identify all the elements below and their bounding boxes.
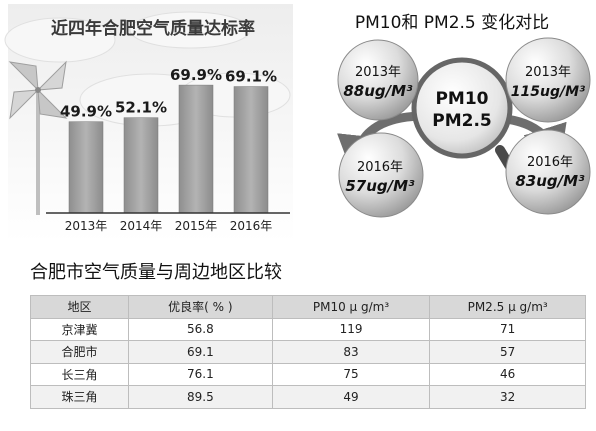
- center-label-pm10: PM10: [435, 89, 488, 109]
- table-row: 珠三角 89.5 49 32: [29, 385, 586, 409]
- bubble-value: 83ug/M³: [515, 172, 585, 190]
- bubble-year: 2013年: [355, 65, 401, 80]
- table-cell: 76.1: [128, 362, 273, 386]
- bar-value-label: 52.1%: [115, 99, 167, 117]
- column-header-pm10: PM10 μ g/m³: [271, 295, 431, 319]
- bubble-year: 2013年: [525, 65, 571, 80]
- bar-value-label: 69.9%: [170, 66, 222, 84]
- table-cell: 119: [271, 317, 431, 341]
- table-row: 京津冀 56.8 119 71: [29, 317, 586, 341]
- bar-value-label: 69.1%: [225, 68, 277, 86]
- column-header-good-rate: 优良率( % ): [128, 295, 273, 319]
- table-cell: 83: [271, 340, 431, 364]
- bar-series: 49.9% 2013年 52.1% 2014年 69.9% 2015年 69.1% 2016年: [60, 66, 277, 233]
- table-cell: 57: [429, 340, 586, 364]
- bubble-value: 115ug/M³: [511, 84, 585, 100]
- pm-infographic-title: PM10和 PM2.5 变化对比: [355, 13, 549, 33]
- magnifier-icon: [411, 57, 537, 208]
- bar-chart-title: 近四年合肥空气质量达标率: [51, 18, 255, 39]
- bubble-pm25-2013: 2013年 115ug/M³: [505, 37, 591, 123]
- table-cell: 珠三角: [29, 385, 130, 409]
- bubble-value: 88ug/M³: [343, 82, 413, 100]
- table-row: 合肥市 69.1 83 57: [29, 340, 586, 364]
- bubble-pm10-2016: 2016年 57ug/M³: [338, 132, 424, 218]
- comparison-table: 地区 优良率( % ) PM10 μ g/m³ PM2.5 μ g/m³ 京津冀…: [29, 295, 586, 409]
- table-cell: 75: [271, 362, 431, 386]
- table-row: 长三角 76.1 75 46: [29, 362, 586, 386]
- table-cell: 长三角: [29, 362, 130, 386]
- pinwheel-icon: [8, 60, 68, 215]
- pm-infographic-panel: PM10和 PM2.5 变化对比 PM10 PM2.5 2013年 88ug/M…: [300, 4, 591, 244]
- bubble-year: 2016年: [527, 155, 573, 170]
- bubble-value: 57ug/M³: [345, 177, 415, 195]
- table-cell: 合肥市: [29, 340, 130, 364]
- x-tick-label: 2013年: [65, 219, 108, 233]
- bubble-pm10-2013: 2013年 88ug/M³: [337, 39, 419, 121]
- table-cell: 京津冀: [29, 317, 130, 341]
- bubble-year: 2016年: [357, 160, 403, 175]
- table-header-row: 地区 优良率( % ) PM10 μ g/m³ PM2.5 μ g/m³: [29, 295, 586, 319]
- table-cell: 32: [429, 385, 586, 409]
- column-header-region: 地区: [29, 295, 130, 319]
- table-cell: 71: [429, 317, 586, 341]
- bar-chart-panel: 近四年合肥空气质量达标率 49.9% 2013年 52.1% 2014年 69.9% 20…: [4, 4, 293, 242]
- column-header-pm25: PM2.5 μ g/m³: [429, 295, 586, 319]
- bar-value-label: 49.9%: [60, 103, 112, 121]
- table-cell: 69.1: [128, 340, 273, 364]
- center-label-pm25: PM2.5: [432, 111, 492, 131]
- bar-2015年: [178, 84, 214, 214]
- x-tick-label: 2016年: [230, 219, 273, 233]
- x-tick-label: 2014年: [120, 219, 163, 233]
- table-cell: 89.5: [128, 385, 273, 409]
- bar-2013年: [68, 121, 104, 214]
- table-cell: 49: [271, 385, 431, 409]
- bar-2014年: [123, 117, 159, 214]
- table-cell: 46: [429, 362, 586, 386]
- x-tick-label: 2015年: [175, 219, 218, 233]
- comparison-table-title: 合肥市空气质量与周边地区比较: [30, 262, 282, 283]
- table-cell: 56.8: [128, 317, 273, 341]
- bubble-pm25-2016: 2016年 83ug/M³: [505, 129, 591, 215]
- bar-2016年: [233, 86, 269, 214]
